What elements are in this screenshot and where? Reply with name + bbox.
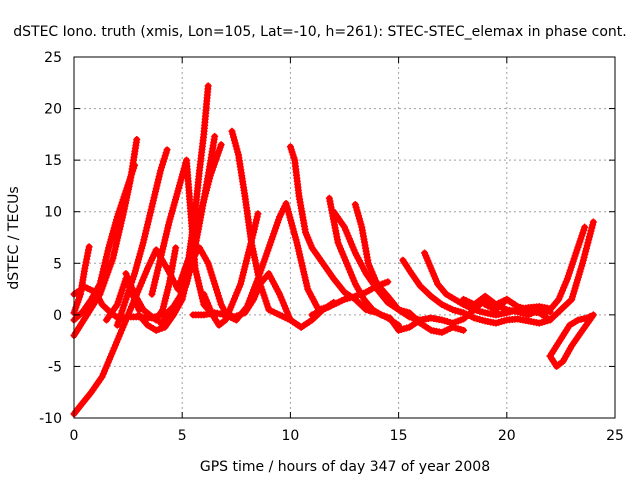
- chart-title: dSTEC Iono. truth (xmis, Lon=105, Lat=-1…: [13, 24, 626, 40]
- x-tick-label: 20: [498, 428, 516, 444]
- data-point: [252, 216, 260, 224]
- series-17: [308, 278, 392, 319]
- data-point: [254, 210, 262, 218]
- grid: [74, 57, 615, 418]
- y-tick-label: -10: [39, 411, 62, 427]
- data-point: [131, 161, 139, 169]
- x-axis-label: GPS time / hours of day 347 of year 2008: [200, 459, 490, 475]
- data-point: [85, 243, 93, 251]
- x-tick-label: 5: [178, 428, 187, 444]
- data-point: [252, 219, 260, 227]
- x-tick-label: 0: [70, 428, 79, 444]
- data-point: [586, 312, 594, 320]
- data-point: [250, 225, 258, 233]
- data-point: [172, 244, 180, 252]
- series-11: [228, 127, 305, 331]
- ticks: 0 5 10 15 20 25 -10 -5 0 5 10 15 20 25: [39, 50, 624, 444]
- data-point: [217, 141, 225, 149]
- y-tick-label: 10: [44, 205, 62, 221]
- x-tick-label: 25: [606, 428, 624, 444]
- y-tick-label: 20: [44, 102, 62, 118]
- data-point: [297, 323, 305, 331]
- data-point: [589, 311, 597, 319]
- data-point: [251, 222, 259, 230]
- y-tick-label: 25: [44, 50, 62, 66]
- y-tick-label: -5: [48, 359, 62, 375]
- plot-frame: [73, 56, 616, 419]
- series-18: [399, 256, 554, 327]
- series-layer: [70, 82, 597, 418]
- x-tick-label: 10: [281, 428, 299, 444]
- data-point: [211, 132, 219, 140]
- data-point: [546, 352, 554, 360]
- series-14: [325, 194, 424, 334]
- data-point: [460, 326, 468, 334]
- y-tick-label: 0: [53, 308, 62, 324]
- data-point: [211, 313, 219, 321]
- y-tick-label: 5: [53, 256, 62, 272]
- data-point: [163, 146, 171, 154]
- series-24: [70, 161, 139, 324]
- data-point: [581, 223, 589, 231]
- x-tick-label: 15: [390, 428, 408, 444]
- data-point: [253, 213, 261, 221]
- y-axis-label: dSTEC / TECUs: [6, 186, 22, 289]
- data-point: [589, 218, 597, 226]
- data-point: [204, 82, 212, 90]
- series-25: [148, 156, 219, 321]
- series-9: [157, 132, 219, 327]
- data-point: [384, 278, 392, 286]
- y-tick-label: 15: [44, 153, 62, 169]
- series-22: [481, 223, 589, 317]
- series-23: [546, 311, 597, 370]
- series-7: [122, 244, 180, 324]
- data-point: [133, 136, 141, 144]
